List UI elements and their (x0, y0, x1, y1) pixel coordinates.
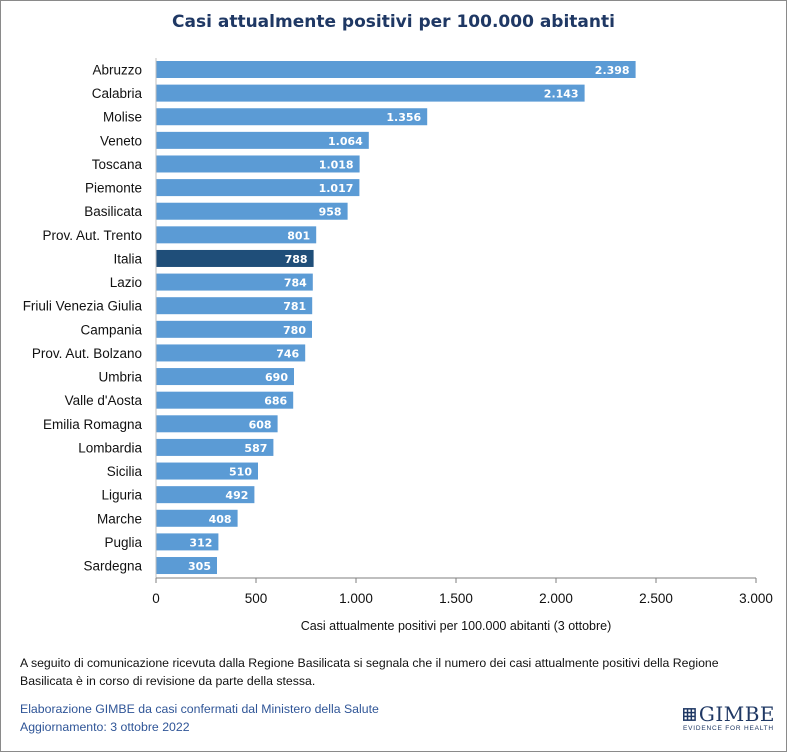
category-label: Molise (103, 110, 142, 125)
x-tick-label: 1.500 (439, 591, 473, 606)
value-label: 312 (189, 536, 212, 549)
bar (156, 155, 360, 173)
category-label: Abruzzo (92, 63, 142, 78)
value-label: 686 (264, 395, 287, 408)
bar (156, 438, 274, 456)
x-tick-label: 3.000 (739, 591, 773, 606)
value-label: 2.143 (544, 88, 579, 101)
bar (156, 391, 294, 409)
bar (156, 131, 369, 149)
value-label: 408 (209, 513, 232, 526)
bar-chart: Abruzzo 2.398 Calabria 2.143 Molise 1.356 Vene… (23, 58, 773, 633)
category-label: Italia (113, 251, 142, 266)
category-label: Veneto (100, 133, 142, 148)
bar (156, 108, 428, 126)
value-label: 746 (276, 347, 299, 360)
x-tick-label: 2.000 (539, 591, 573, 606)
category-label: Sardegna (83, 559, 142, 574)
category-label: Toscana (92, 157, 143, 172)
update-line: Aggiornamento: 3 ottobre 2022 (20, 720, 190, 734)
value-label: 1.017 (319, 182, 354, 195)
category-label: Prov. Aut. Bolzano (32, 346, 142, 361)
value-label: 690 (265, 371, 288, 384)
category-label: Valle d'Aosta (65, 393, 143, 408)
bar (156, 273, 313, 291)
value-label: 784 (284, 277, 307, 290)
value-label: 801 (287, 229, 310, 242)
value-label: 958 (319, 206, 342, 219)
x-tick-label: 0 (152, 591, 160, 606)
category-label: Basilicata (84, 204, 142, 219)
gimbe-logo: GIMBE EVIDENCE FOR HEALTH (683, 704, 775, 732)
category-label: Campania (80, 322, 142, 337)
value-label: 780 (283, 324, 306, 337)
category-label: Sicilia (107, 464, 143, 479)
category-label: Marche (97, 511, 142, 526)
value-label: 1.064 (328, 135, 363, 148)
value-label: 1.356 (386, 111, 421, 124)
bar (156, 344, 306, 362)
bar (156, 179, 360, 197)
bar (156, 462, 258, 480)
value-label: 305 (188, 560, 211, 573)
category-label: Lombardia (78, 440, 142, 455)
category-label: Friuli Venezia Giulia (23, 299, 143, 314)
category-label: Liguria (101, 488, 142, 503)
category-label: Emilia Romagna (43, 417, 143, 432)
bar (156, 415, 278, 433)
logo-tagline: EVIDENCE FOR HEALTH (683, 725, 774, 732)
x-tick-label: 1.000 (339, 591, 373, 606)
category-label: Prov. Aut. Trento (42, 228, 142, 243)
bar (156, 486, 255, 504)
revision-note: A seguito di comunicazione ricevuta dall… (20, 656, 719, 688)
logo-wordmark: GIMBE (698, 702, 775, 726)
bar (156, 368, 294, 386)
x-tick-label: 2.500 (639, 591, 673, 606)
value-label: 1.018 (319, 158, 354, 171)
value-label: 492 (225, 489, 248, 502)
chart-title: Casi attualmente positivi per 100.000 ab… (172, 12, 615, 32)
value-label: 510 (229, 466, 252, 479)
source-block: Elaborazione GIMBE da casi confermati da… (20, 700, 379, 736)
value-label: 608 (249, 418, 272, 431)
bar (156, 533, 219, 551)
source-line: Elaborazione GIMBE da casi confermati da… (20, 702, 379, 716)
value-label: 788 (285, 253, 308, 266)
bar (156, 249, 314, 267)
bar (156, 226, 317, 244)
category-label: Piemonte (85, 181, 142, 196)
category-label: Umbria (98, 370, 142, 385)
bar (156, 202, 348, 220)
category-label: Lazio (110, 275, 142, 290)
bar (156, 509, 238, 527)
x-axis-title: Casi attualmente positivi per 100.000 ab… (301, 619, 612, 633)
bar (156, 320, 312, 338)
value-label: 781 (283, 300, 306, 313)
value-label: 587 (244, 442, 267, 455)
bar (156, 84, 585, 102)
x-tick-label: 500 (245, 591, 268, 606)
bar (156, 297, 313, 315)
gimbe-grid-icon (683, 707, 696, 721)
bar (156, 557, 217, 575)
category-label: Puglia (104, 535, 142, 550)
value-label: 2.398 (595, 64, 630, 77)
bar (156, 61, 636, 78)
category-label: Calabria (92, 86, 143, 101)
